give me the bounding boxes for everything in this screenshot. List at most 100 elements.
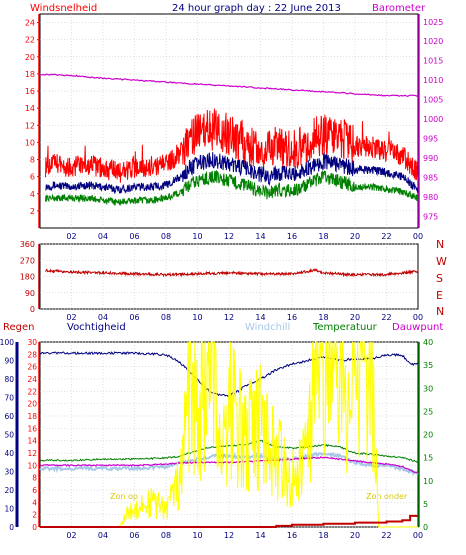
temperature-y-tick: 18 <box>27 412 37 421</box>
climate-x-tick: 14 <box>255 531 265 540</box>
temperature-right-y-tick: 5 <box>423 500 428 509</box>
wind-x-tick: 02 <box>66 232 76 241</box>
direction-x-tick: 02 <box>66 313 76 322</box>
humidity-y-tick: 10 <box>4 505 14 514</box>
direction-x-tick: 20 <box>350 313 360 322</box>
temperature-right-y-tick: 30 <box>423 384 433 393</box>
temperature-right-y-tick: 20 <box>423 431 433 440</box>
wind-series-1-line <box>45 151 419 195</box>
humidity-y-tick: 70 <box>4 394 14 403</box>
temperature-right-y-tick: 25 <box>423 407 433 416</box>
wind-y-tick: 12 <box>25 121 35 130</box>
direction-x-tick: 16 <box>287 313 297 322</box>
humidity-y-tick: 0 <box>9 523 14 532</box>
barometer-y-tick: 985 <box>423 173 438 182</box>
temperature-right-y-tick: 40 <box>423 338 433 347</box>
barometer-y-tick: 1020 <box>423 37 443 46</box>
barometer-y-tick: 990 <box>423 154 438 163</box>
barometer-y-tick: 995 <box>423 135 438 144</box>
direction-x-tick: 08 <box>161 313 171 322</box>
temperature-y-tick: 26 <box>27 363 37 372</box>
direction-y-tick: 360 <box>20 240 35 249</box>
sunset-annotation: Zon onder <box>366 492 408 501</box>
direction-label-w: W <box>436 255 447 268</box>
wind-x-tick: 10 <box>192 232 202 241</box>
climate-series-4-line <box>40 341 418 528</box>
sunrise-annotation: Zon op <box>110 492 138 501</box>
temperature-y-tick: 30 <box>27 338 37 347</box>
temperature-y-tick: 2 <box>32 511 37 520</box>
direction-x-tick: 12 <box>224 313 234 322</box>
temperature-y-tick: 24 <box>27 375 37 384</box>
climate-x-tick: 10 <box>192 531 202 540</box>
dewpoint-label: Dauwpunt <box>392 322 443 333</box>
temperature-label: Temperatuur <box>312 322 378 333</box>
climate-series-3-line <box>39 456 419 474</box>
humidity-label: Vochtigheid <box>67 322 126 333</box>
wind-x-tick: 08 <box>161 232 171 241</box>
direction-x-tick: 18 <box>318 313 328 322</box>
humidity-y-tick: 20 <box>4 486 14 495</box>
direction-x-tick: 10 <box>192 313 202 322</box>
wind-series-3-line <box>39 73 419 97</box>
barometer-y-tick: 1010 <box>423 76 443 85</box>
wind-x-tick: 14 <box>255 232 265 241</box>
temperature-y-tick: 8 <box>32 474 37 483</box>
barometer-y-tick: 1000 <box>423 115 443 124</box>
direction-x-tick: 22 <box>381 313 391 322</box>
wind-x-tick: 22 <box>381 232 391 241</box>
temperature-y-tick: 6 <box>32 486 37 495</box>
direction-label-s: S <box>436 272 443 285</box>
wind-y-tick: 2 <box>30 207 35 216</box>
temperature-y-tick: 10 <box>27 461 37 470</box>
wind-x-tick: 16 <box>287 232 297 241</box>
temperature-y-tick: 4 <box>32 498 37 507</box>
humidity-y-tick: 50 <box>4 431 14 440</box>
wind-y-tick: 22 <box>25 36 35 45</box>
wind-y-tick: 20 <box>25 53 35 62</box>
climate-x-tick: 16 <box>287 531 297 540</box>
humidity-y-tick: 90 <box>4 357 14 366</box>
temperature-right-y-tick: 35 <box>423 361 433 370</box>
temperature-y-tick: 16 <box>27 424 37 433</box>
direction-axis-labels: N W S E N <box>436 238 447 318</box>
climate-x-tick: 20 <box>350 531 360 540</box>
temperature-y-tick: 0 <box>32 523 37 532</box>
direction-label-n-top: N <box>436 238 444 251</box>
temperature-right-y-tick: 0 <box>423 523 428 532</box>
wind-speed-label: Windsnelheid <box>30 3 97 14</box>
direction-x-tick: 00 <box>413 313 423 322</box>
wind-series-2-line <box>45 169 419 207</box>
wind-y-tick: 8 <box>30 156 35 165</box>
humidity-y-tick: 40 <box>4 449 14 458</box>
climate-x-tick: 08 <box>161 531 171 540</box>
wind-x-tick: 12 <box>224 232 234 241</box>
direction-series-line <box>45 267 419 278</box>
temperature-right-y-tick: 15 <box>423 454 433 463</box>
wind-y-tick: 24 <box>25 19 35 28</box>
wind-y-tick: 18 <box>25 70 35 79</box>
climate-x-tick: 22 <box>381 531 391 540</box>
temperature-y-tick: 22 <box>27 387 37 396</box>
temperature-y-tick: 20 <box>27 400 37 409</box>
humidity-y-tick: 30 <box>4 468 14 477</box>
wind-y-tick: 16 <box>25 87 35 96</box>
temperature-y-tick: 28 <box>27 350 37 359</box>
humidity-y-tick: 100 <box>0 338 14 347</box>
direction-x-tick: 14 <box>255 313 265 322</box>
barometer-label: Barometer <box>372 3 426 14</box>
humidity-y-tick: 80 <box>4 375 14 384</box>
climate-series-5-line <box>40 514 418 528</box>
direction-label-n-bottom: N <box>436 305 444 318</box>
barometer-y-tick: 980 <box>423 193 438 202</box>
wind-y-tick: 14 <box>25 104 35 113</box>
direction-label-e: E <box>436 289 443 302</box>
climate-series-2-line <box>39 439 419 463</box>
barometer-y-tick: 1015 <box>423 57 443 66</box>
barometer-y-tick: 1005 <box>423 96 443 105</box>
rain-label: Regen <box>3 322 35 333</box>
wind-y-tick: 4 <box>30 190 35 199</box>
climate-x-tick: 00 <box>413 531 423 540</box>
direction-y-tick: 180 <box>20 273 35 282</box>
